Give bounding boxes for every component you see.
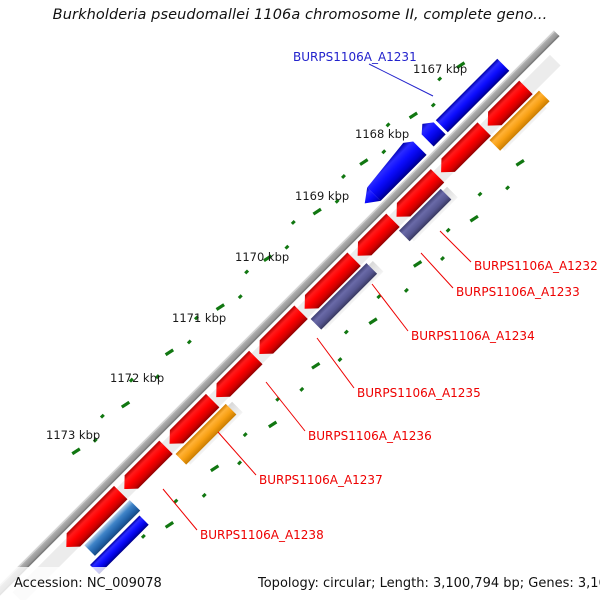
status-bar: Accession: NC_009078 Topology: circular;… (0, 567, 600, 600)
forward-strand-gene-lane[interactable] (60, 80, 533, 554)
gene-label-BURPS1106A_A1238[interactable]: BURPS1106A_A1238 (200, 528, 324, 542)
gene-arrow-forward[interactable] (481, 80, 533, 133)
leader-line-BURPS1106A_A1235 (316, 337, 355, 389)
feature-bar-orange[interactable] (175, 403, 237, 465)
gene-label-BURPS1106A_A1234[interactable]: BURPS1106A_A1234 (411, 329, 535, 343)
gene-label-BURPS1106A_A1236[interactable]: BURPS1106A_A1236 (308, 429, 432, 443)
sequence-meta-text: Topology: circular; Length: 3,100,794 bp… (258, 576, 600, 591)
leader-line-BURPS1106A_A1234 (371, 283, 409, 332)
feature-bar-domain[interactable] (310, 263, 378, 330)
ruler-tick-label: 1169 kbp (295, 189, 350, 203)
leader-line-BURPS1106A_A1231 (368, 63, 434, 97)
gene-label-BURPS1106A_A1231[interactable]: BURPS1106A_A1231 (293, 50, 417, 64)
gene-arrow-reverse[interactable] (435, 58, 510, 133)
gene-arrow-BURPS1106A_A1234[interactable] (298, 252, 361, 316)
green-marker-track-lower (140, 159, 525, 539)
gene-label-BURPS1106A_A1235[interactable]: BURPS1106A_A1235 (357, 386, 481, 400)
gene-arrow-BURPS1106A_A1238[interactable] (118, 440, 173, 496)
gene-arrow-BURPS1106A_A1236[interactable] (210, 350, 263, 404)
feature-domain-lane[interactable] (77, 90, 561, 575)
ruler-tick-label: 1170 kbp (235, 250, 290, 264)
gene-arrow-forward[interactable] (434, 122, 491, 179)
backbone-track[interactable] (0, 30, 560, 600)
leader-line-BURPS1106A_A1232 (439, 230, 472, 263)
gene-arrow-BURPS1106A_A1231[interactable] (354, 137, 427, 210)
feature-bar-orange[interactable] (489, 90, 550, 151)
gene-label-BURPS1106A_A1233[interactable]: BURPS1106A_A1233 (456, 285, 580, 299)
ruler-tick-label: 1167 kbp (413, 62, 468, 76)
leader-line-BURPS1106A_A1233 (420, 252, 454, 289)
leader-line-BURPS1106A_A1236 (265, 381, 306, 432)
gene-label-BURPS1106A_A1237[interactable]: BURPS1106A_A1237 (259, 473, 383, 487)
gene-arrow-BURPS1106A_A1233[interactable] (351, 213, 400, 263)
gene-label-BURPS1106A_A1232[interactable]: BURPS1106A_A1232 (474, 259, 598, 273)
leader-line-BURPS1106A_A1238 (162, 488, 198, 531)
accession-text: Accession: NC_009078 (14, 576, 162, 591)
feature-bar-blue[interactable] (84, 500, 141, 556)
ruler-tick-label: 1171 kbp (172, 311, 227, 325)
leader-line-BURPS1106A_A1237 (217, 431, 257, 476)
gene-arrow-forward[interactable] (60, 485, 128, 554)
ruler-tick-label: 1172 kbp (110, 371, 165, 385)
ruler-tick-label: 1168 kbp (355, 127, 410, 141)
feature-bar-blue[interactable] (90, 515, 149, 575)
label-leader-lines (162, 63, 472, 531)
gene-arrow-BURPS1106A_A1237[interactable] (163, 393, 220, 451)
ruler-tick-label: 1173 kbp (46, 428, 101, 442)
gene-arrow-BURPS1106A_A1235[interactable] (253, 305, 308, 361)
gene-arrow-BURPS1106A_A1232[interactable] (390, 169, 445, 223)
feature-bar-domain[interactable] (399, 188, 452, 242)
green-marker-track (71, 61, 466, 456)
